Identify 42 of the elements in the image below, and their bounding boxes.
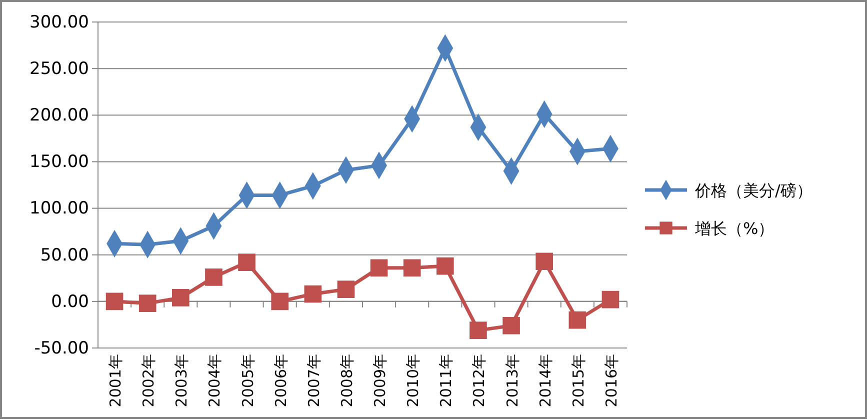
x-tick-label: 2012年 — [470, 354, 488, 408]
point — [470, 322, 487, 339]
point — [370, 259, 388, 277]
point — [172, 289, 190, 306]
x-tick-label: 2011年 — [437, 354, 456, 408]
y-tick-label: 50.00 — [40, 245, 89, 266]
x-tick-label: 2002年 — [140, 354, 158, 408]
y-tick-label: 150.00 — [30, 152, 89, 172]
point — [138, 294, 156, 312]
y-tick-label: 250.00 — [30, 59, 89, 80]
x-tick-label: 2001年 — [106, 354, 125, 408]
legend-label: 价格（美分/磅） — [694, 181, 812, 200]
point — [205, 268, 222, 286]
x-tick-label: 2008年 — [338, 354, 356, 408]
y-tick-label: 200.00 — [30, 106, 89, 126]
legend-label: 增长（%） — [694, 219, 774, 238]
x-tick-label: 2015年 — [569, 354, 588, 408]
point — [304, 285, 322, 303]
point — [337, 280, 355, 298]
y-tick-label: -50.00 — [34, 338, 89, 358]
point — [568, 311, 586, 329]
point — [271, 292, 289, 310]
x-tick-label: 2004年 — [206, 354, 224, 408]
point — [403, 259, 421, 277]
x-tick-label: 2014年 — [536, 354, 554, 408]
point — [602, 290, 620, 308]
point — [106, 292, 124, 310]
point — [436, 257, 454, 275]
point — [238, 254, 256, 271]
x-tick-label: 2013年 — [503, 354, 522, 408]
x-tick-label: 2009年 — [371, 354, 390, 408]
x-tick-label: 2007年 — [304, 354, 323, 408]
y-tick-label: 0.00 — [51, 292, 89, 312]
point — [536, 252, 554, 270]
y-tick-label: 100.00 — [30, 198, 89, 219]
x-tick-label: 2005年 — [238, 354, 257, 408]
x-tick-label: 2010年 — [404, 354, 422, 408]
x-tick-label: 2003年 — [172, 354, 191, 408]
x-tick-label: 2006年 — [272, 354, 290, 408]
x-tick-label: 2016年 — [602, 354, 620, 408]
y-tick-label: 300.00 — [30, 12, 89, 32]
point — [502, 316, 520, 334]
